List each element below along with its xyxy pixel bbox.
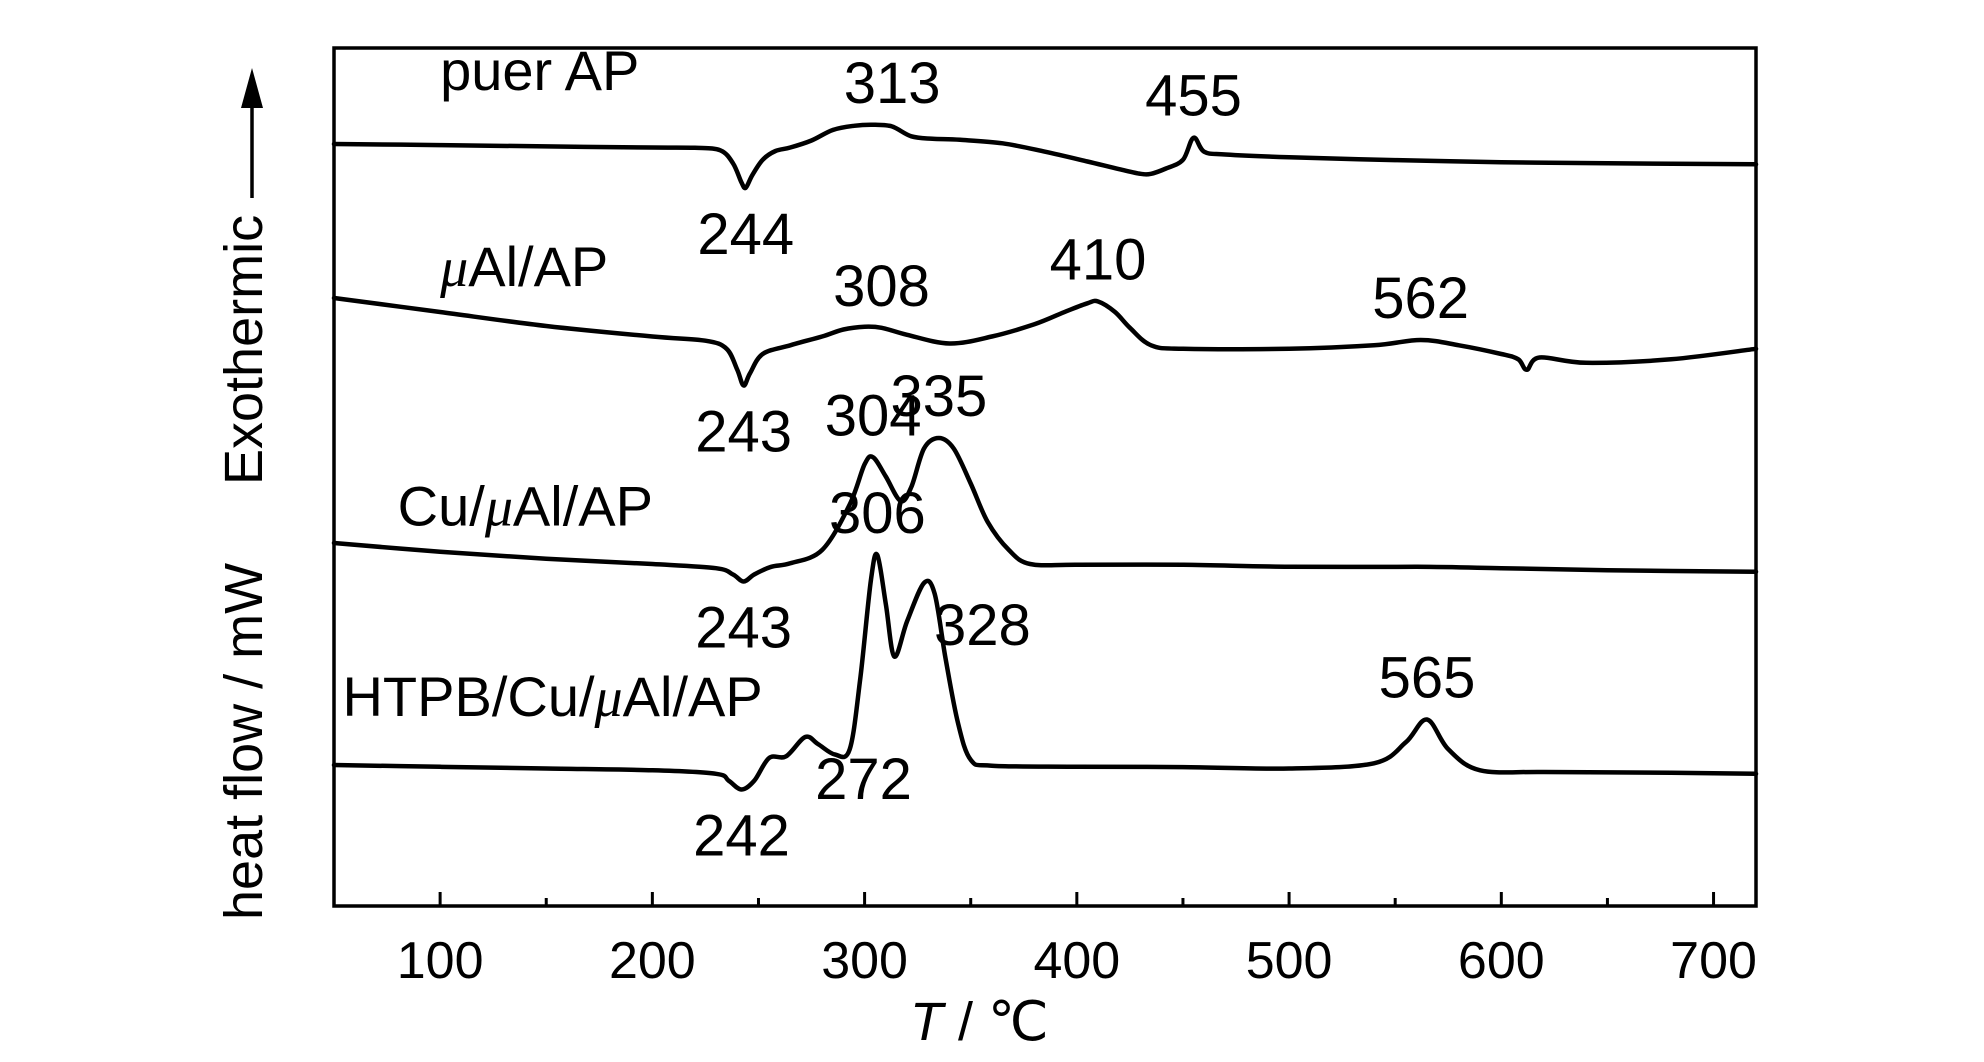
peak-label: 308 [833,254,930,319]
peak-label: 304 [825,383,922,448]
peak-label: 335 [890,364,987,429]
peak-label: 565 [1379,646,1476,711]
peak-label: 562 [1372,266,1469,331]
series-label: puer AP [440,39,639,102]
x-tick-label: 600 [1458,932,1545,990]
y-axis-exothermic-label: Exothermic [214,215,274,485]
y-axis-title: heat flow / mW [214,563,274,920]
plot-frame [332,46,1758,908]
trace-series-4 [331,551,1759,792]
x-tick-label: 500 [1246,932,1333,990]
peak-label: 328 [934,593,1031,658]
peak-label: 244 [697,202,794,267]
x-axis-ticks: 100 200 300 400 500 600 700 [332,892,1757,990]
x-tick-label: 400 [1033,932,1120,990]
trace-series-2 [331,295,1759,388]
trace-series-3 [331,435,1759,584]
series-label: HTPB/Cu/μAl/AP [342,665,762,729]
x-axis-title-rest: / ℃ [943,992,1049,1052]
peak-label: 243 [695,400,792,465]
peak-label: 272 [815,747,912,812]
series-label: μAl/AP [439,235,608,299]
peak-label: 410 [1050,228,1147,293]
peak-label: 243 [695,596,792,661]
x-tick-label: 200 [609,932,696,990]
peak-label: 455 [1145,64,1242,129]
series-labels: puer AP μAl/AP Cu/μAl/AP HTPB/Cu/μAl/AP [342,39,762,729]
trace-series-1 [331,122,1759,191]
x-tick-label: 700 [1670,932,1757,990]
traces [331,122,1759,792]
x-axis-title-italic: T [910,992,947,1052]
peak-label: 313 [844,51,941,116]
peak-label: 242 [693,804,790,869]
x-tick-label: 100 [397,932,484,990]
x-axis-title: T / ℃ [910,992,1049,1052]
series-label: Cu/μAl/AP [398,475,653,539]
peak-label: 306 [829,481,926,546]
x-tick-label: 300 [821,932,908,990]
exothermic-arrow-head [241,68,263,108]
